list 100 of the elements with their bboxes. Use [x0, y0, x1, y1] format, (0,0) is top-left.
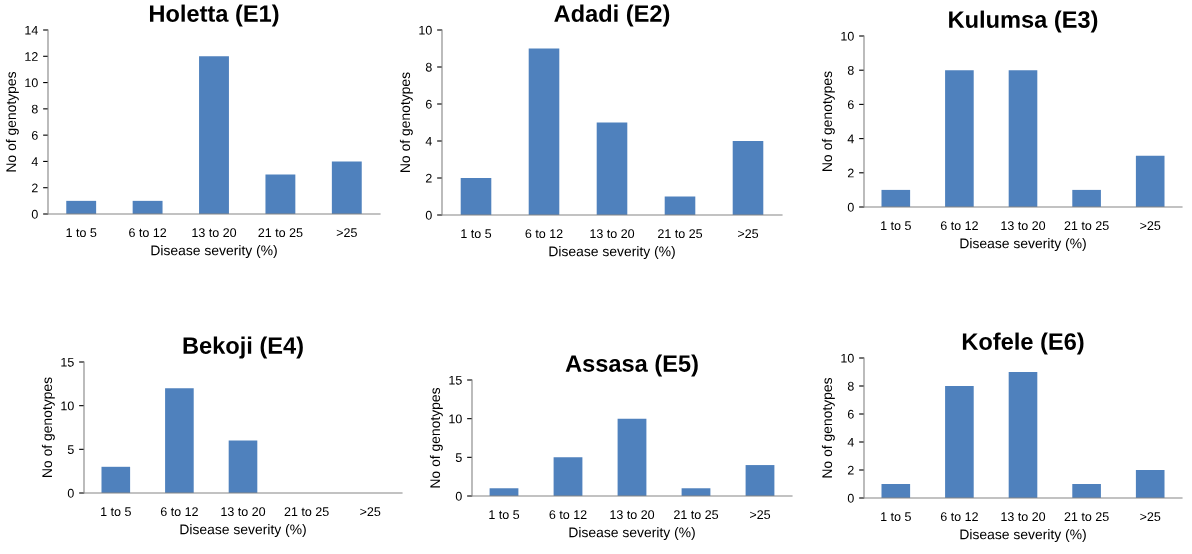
bar [745, 465, 775, 496]
x-tick-label: 13 to 20 [192, 228, 237, 238]
bar [553, 457, 583, 496]
x-tick-label: 6 to 12 [940, 512, 978, 522]
y-tick-label: 8 [31, 104, 38, 114]
chart-title: Bekoji (E4) [183, 336, 303, 359]
x-tick-label: >25 [1140, 221, 1161, 231]
bar [1008, 70, 1038, 207]
x-tick-label: 13 to 20 [1001, 221, 1046, 231]
x-tick-label: 6 to 12 [525, 229, 563, 239]
x-tick-label: >25 [336, 228, 357, 238]
bar [664, 196, 696, 215]
bar [1008, 372, 1038, 498]
x-tick-label: 6 to 12 [160, 507, 198, 517]
bar [460, 178, 492, 215]
bar [66, 200, 97, 214]
chart-title: Kofele (E6) [962, 332, 1084, 355]
x-axis-title: Disease severity (%) [960, 238, 1086, 252]
y-tick-label: 4 [847, 437, 854, 447]
y-tick-label: 4 [31, 157, 38, 166]
y-tick-label: 0 [425, 210, 432, 220]
x-tick-label: 6 to 12 [549, 510, 587, 520]
y-tick-label: 10 [61, 401, 74, 411]
y-tick-label: 12 [25, 52, 38, 61]
x-tick-label: 13 to 20 [221, 507, 266, 517]
x-tick-label: >25 [1140, 512, 1161, 522]
x-tick-label: 21 to 25 [658, 229, 703, 239]
y-tick-label: 2 [847, 465, 854, 475]
x-tick-label: 6 to 12 [940, 221, 978, 231]
y-axis-title: No of genotypes [821, 71, 835, 171]
bar [596, 122, 628, 215]
bar [199, 56, 229, 214]
bar [617, 418, 647, 496]
x-tick-label: 21 to 25 [674, 510, 719, 520]
y-tick-label: 4 [425, 136, 432, 146]
x-tick-label: 13 to 20 [590, 229, 635, 239]
y-tick-label: 0 [847, 493, 854, 503]
y-axis-title: No of genotypes [399, 72, 413, 172]
x-tick-label: 1 to 5 [101, 507, 131, 517]
y-tick-label: 10 [419, 25, 432, 35]
y-tick-label: 8 [847, 66, 854, 75]
x-axis-title: Disease severity (%) [549, 246, 675, 260]
y-tick-label: 15 [61, 357, 74, 367]
y-tick-label: 0 [455, 491, 462, 501]
y-tick-label: 2 [425, 173, 432, 183]
y-tick-label: 6 [847, 100, 854, 110]
y-axis-title: No of genotypes [41, 377, 55, 477]
bar [1072, 484, 1101, 498]
y-tick-label: 5 [67, 445, 74, 454]
bar [265, 174, 296, 214]
y-tick-label: 8 [425, 62, 432, 72]
x-axis-title: Disease severity (%) [960, 529, 1086, 543]
y-tick-label: 14 [25, 25, 38, 35]
bar [732, 141, 764, 215]
y-tick-label: 6 [425, 99, 432, 109]
x-tick-label: 1 to 5 [881, 221, 911, 231]
x-tick-label: 21 to 25 [258, 228, 303, 238]
chart-title: Adadi (E2) [554, 4, 670, 27]
x-tick-label: 6 to 12 [129, 228, 167, 238]
x-tick-label: 21 to 25 [1064, 221, 1109, 231]
y-tick-label: 0 [847, 202, 854, 212]
x-tick-label: 1 to 5 [489, 510, 520, 520]
bar [881, 484, 911, 498]
bar [132, 200, 163, 214]
y-axis-title: No of genotypes [429, 387, 443, 488]
y-tick-label: 6 [31, 130, 38, 140]
bar [945, 70, 974, 207]
y-tick-label: 5 [455, 453, 462, 462]
x-tick-label: >25 [750, 510, 771, 520]
y-tick-label: 0 [31, 209, 38, 219]
y-tick-label: 2 [847, 168, 854, 178]
x-tick-label: 1 to 5 [881, 512, 911, 522]
bar [528, 48, 560, 215]
x-tick-label: >25 [738, 229, 759, 239]
x-tick-label: 13 to 20 [610, 510, 655, 520]
bar [1072, 189, 1101, 207]
chart-title: Kulumsa (E3) [949, 10, 1098, 33]
y-axis-title: No of genotypes [821, 377, 835, 478]
y-tick-label: 8 [847, 381, 854, 391]
bar [331, 161, 362, 214]
bar [945, 386, 974, 498]
x-tick-label: >25 [360, 507, 381, 517]
y-tick-label: 10 [449, 414, 462, 424]
x-tick-label: 13 to 20 [1001, 512, 1046, 522]
x-axis-title: Disease severity (%) [151, 245, 277, 259]
x-tick-label: 1 to 5 [66, 228, 97, 238]
x-tick-label: 21 to 25 [1064, 512, 1109, 522]
x-tick-label: 1 to 5 [461, 229, 492, 239]
y-tick-label: 2 [31, 183, 38, 193]
y-tick-label: 10 [841, 31, 854, 41]
x-axis-title: Disease severity (%) [180, 524, 306, 538]
y-tick-label: 6 [847, 409, 854, 419]
y-tick-label: 15 [449, 375, 462, 385]
chart-title: Holetta (E1) [149, 4, 279, 27]
bar [228, 440, 258, 493]
bar [1135, 155, 1165, 207]
y-tick-label: 0 [67, 488, 74, 498]
bar [165, 388, 194, 493]
chart-title: Assasa (E5) [565, 354, 698, 377]
y-tick-label: 10 [25, 78, 38, 88]
